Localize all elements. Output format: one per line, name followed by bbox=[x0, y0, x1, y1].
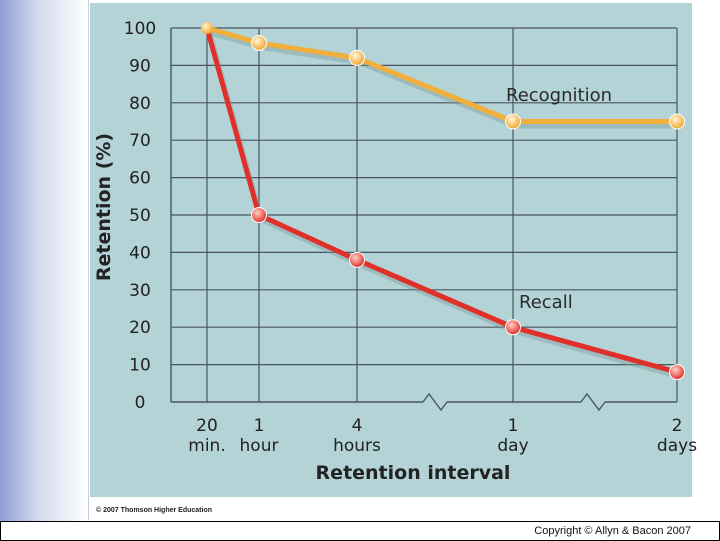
x-tick-label: hour bbox=[240, 436, 279, 456]
y-tick-label: 100 bbox=[124, 19, 156, 39]
data-point-recognition bbox=[669, 113, 685, 130]
y-tick-label: 10 bbox=[129, 356, 151, 376]
x-tick-label: min. bbox=[188, 436, 225, 456]
footer-bar: Copyright © Allyn & Bacon 2007 bbox=[0, 521, 720, 541]
y-tick-label: 20 bbox=[129, 318, 151, 338]
x-tick-label: 2 bbox=[672, 416, 683, 436]
axis-break-mark bbox=[422, 392, 448, 412]
data-point-recognition bbox=[505, 113, 521, 130]
x-tick-label: day bbox=[497, 436, 528, 456]
x-tick-label: 4 bbox=[352, 416, 363, 436]
x-axis-label: Retention interval bbox=[316, 462, 511, 484]
x-tick-label: 20 bbox=[196, 416, 218, 436]
y-tick-labels: 0 10 20 30 40 50 60 70 80 90 100 bbox=[124, 19, 156, 413]
y-tick-label: 70 bbox=[129, 131, 151, 151]
series-label-recall: Recall bbox=[519, 292, 573, 313]
data-point-start bbox=[201, 22, 213, 34]
copyright-text: Copyright © Allyn & Bacon 2007 bbox=[534, 525, 691, 537]
axis-break-mark bbox=[580, 392, 606, 412]
series bbox=[201, 22, 685, 381]
publisher-credit: © 2007 Thomson Higher Education bbox=[96, 507, 213, 514]
series-label-recognition: Recognition bbox=[506, 85, 612, 106]
x-tick-label: days bbox=[657, 436, 697, 456]
y-tick-label: 80 bbox=[129, 94, 151, 114]
y-tick-label: 0 bbox=[135, 393, 146, 413]
axis-breaks bbox=[422, 392, 606, 412]
data-point-recognition bbox=[251, 34, 267, 51]
data-point-recognition bbox=[349, 49, 365, 66]
y-tick-label: 60 bbox=[129, 169, 151, 189]
x-tick-label: 1 bbox=[508, 416, 519, 436]
data-point-recall bbox=[505, 319, 521, 336]
y-axis-label: Retention (%) bbox=[93, 133, 115, 281]
data-point-recall bbox=[349, 251, 365, 268]
y-tick-label: 90 bbox=[129, 56, 151, 76]
y-tick-label: 30 bbox=[129, 281, 151, 301]
x-tick-label: 1 bbox=[254, 416, 265, 436]
data-point-recall bbox=[669, 364, 685, 381]
data-point-recall bbox=[251, 207, 267, 223]
grid bbox=[170, 27, 678, 403]
y-tick-label: 40 bbox=[129, 243, 151, 263]
x-tick-label: hours bbox=[333, 436, 381, 456]
plot-background bbox=[90, 3, 692, 497]
y-tick-label: 50 bbox=[129, 206, 151, 226]
